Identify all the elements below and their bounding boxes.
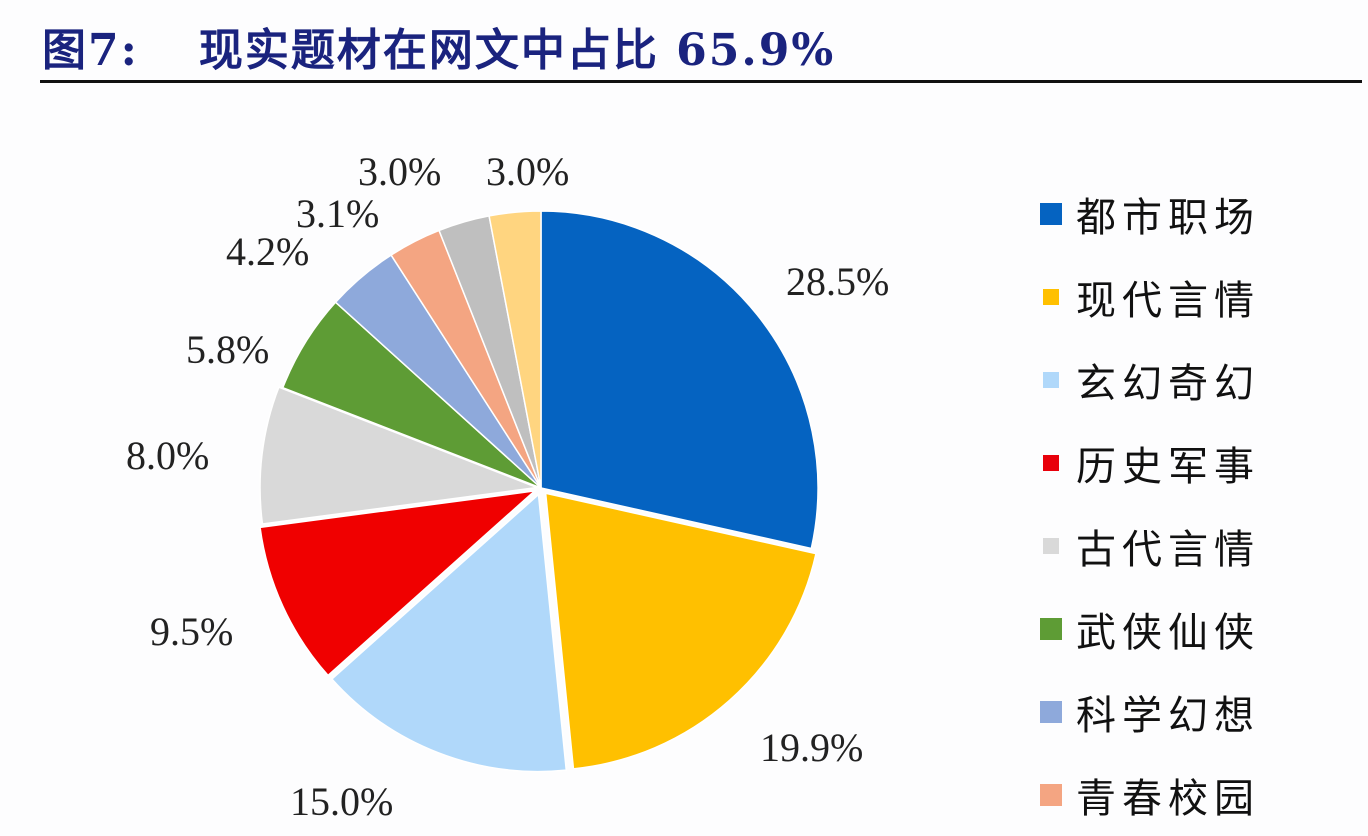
pie-slice: [544, 492, 817, 770]
pie-slice: [259, 489, 537, 677]
chart-title: 图7: 现实题材在网文中占比 65.9%: [42, 14, 835, 78]
legend-item: 武侠仙侠: [1040, 587, 1260, 670]
data-label: 3.1%: [296, 191, 380, 236]
legend-label: 武侠仙侠: [1076, 609, 1260, 656]
data-label: 3.0%: [486, 149, 570, 194]
data-label: 5.8%: [186, 327, 270, 372]
legend-label: 青春校园: [1076, 775, 1260, 822]
legend-item: 古代言情: [1040, 504, 1260, 587]
legend-swatch-icon: [1040, 700, 1062, 723]
title-divider: [40, 80, 1362, 83]
legend-swatch-icon: [1040, 783, 1062, 806]
legend-label: 现代言情: [1076, 277, 1260, 324]
pie-slice: [488, 210, 542, 489]
legend-swatch-icon: [1043, 454, 1059, 471]
data-label: 8.0%: [126, 433, 210, 478]
pie-slice: [540, 210, 819, 550]
data-label: 28.5%: [786, 259, 890, 304]
data-label: 15.0%: [290, 779, 394, 824]
legend-label: 都市职场: [1076, 194, 1260, 241]
pie-slice: [259, 386, 538, 525]
legend-item: 科学幻想: [1040, 670, 1260, 753]
legend-item: 玄幻奇幻: [1040, 338, 1260, 421]
data-label: 9.5%: [150, 609, 234, 654]
legend-swatch-icon: [1043, 537, 1059, 554]
legend-label: 古代言情: [1076, 526, 1260, 573]
data-label: 19.9%: [760, 725, 864, 770]
legend-swatch-icon: [1040, 617, 1062, 640]
legend-label: 玄幻奇幻: [1076, 360, 1260, 407]
legend-label: 科学幻想: [1076, 692, 1260, 739]
legend-item: 历史军事: [1040, 421, 1260, 504]
legend-swatch-icon: [1043, 288, 1059, 305]
legend-item: 都市职场: [1040, 172, 1260, 255]
figure-number: 图7:: [42, 25, 139, 76]
legend-swatch-icon: [1043, 371, 1059, 388]
legend-item: 现代言情: [1040, 255, 1260, 338]
figure-title: 现实题材在网文中占比 65.9%: [198, 25, 836, 76]
data-label: 3.0%: [358, 149, 442, 194]
pie-slice: [330, 492, 568, 773]
legend-item: 青春校园: [1040, 753, 1260, 836]
legend-swatch-icon: [1040, 202, 1062, 225]
data-label: 4.2%: [226, 229, 310, 274]
legend: 都市职场现代言情玄幻奇幻历史军事古代言情武侠仙侠科学幻想青春校园: [1040, 172, 1260, 836]
legend-label: 历史军事: [1076, 443, 1260, 490]
